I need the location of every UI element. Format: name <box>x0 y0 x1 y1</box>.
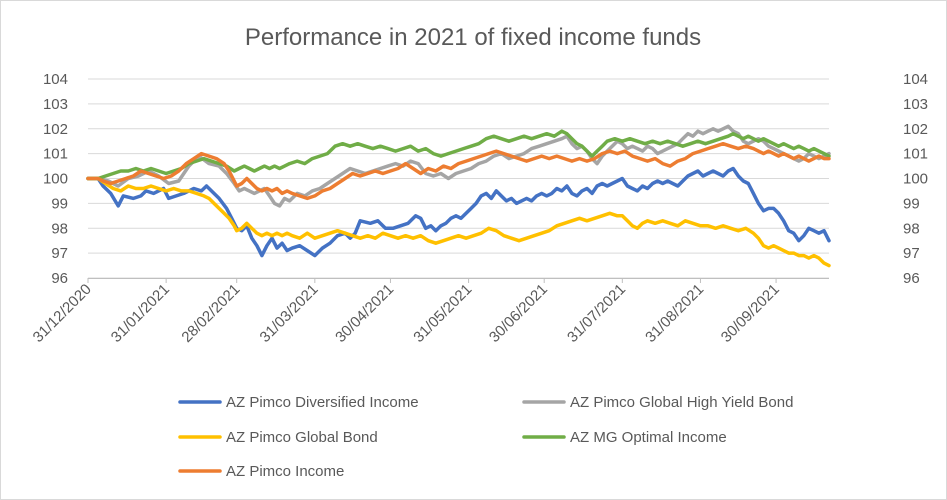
y-tick-label-left: 96 <box>51 270 68 287</box>
series-line <box>86 141 831 201</box>
x-tick-label: 30/04/2021 <box>332 281 397 346</box>
legend-label: AZ Pimco Global Bond <box>226 429 378 446</box>
legend-label: AZ Pimco Income <box>226 463 344 480</box>
x-tick-label: 30/06/2021 <box>486 281 551 346</box>
x-tick-label: 31/07/2021 <box>564 281 629 346</box>
y-tick-label-right: 97 <box>903 245 920 262</box>
y-tick-label-left: 100 <box>43 171 68 188</box>
chart-title: Performance in 2021 of fixed income fund… <box>245 24 701 51</box>
y-tick-label-right: 96 <box>903 270 920 287</box>
series-line <box>86 124 831 208</box>
y-tick-label-left: 101 <box>43 146 68 163</box>
y-tick-label-right: 102 <box>903 121 928 138</box>
y-tick-label-right: 104 <box>903 71 928 88</box>
legend-label: AZ Pimco Diversified Income <box>226 394 419 411</box>
y-tick-label-left: 97 <box>51 245 68 262</box>
gridlines <box>88 78 829 279</box>
x-tick-label: 31/08/2021 <box>642 281 707 346</box>
x-tick-label: 31/12/2020 <box>30 281 95 346</box>
y-axis-right: 96 97 98 99 100 101 102 103 104 <box>903 71 928 287</box>
series-line <box>86 166 831 258</box>
x-tick-label: 31/01/2021 <box>108 281 173 346</box>
y-tick-label-right: 103 <box>903 96 928 113</box>
legend-label: AZ MG Optimal Income <box>570 429 727 446</box>
y-tick-label-left: 102 <box>43 121 68 138</box>
y-tick-label-right: 99 <box>903 195 920 212</box>
y-tick-label-right: 100 <box>903 171 928 188</box>
y-tick-label-left: 99 <box>51 195 68 212</box>
x-tick-label: 30/09/2021 <box>718 281 783 346</box>
legend-label: AZ Pimco Global High Yield Bond <box>570 394 793 411</box>
y-axis-left: 96 97 98 99 100 101 102 103 104 <box>43 71 68 287</box>
series-line <box>86 176 831 268</box>
x-tick-label: 31/03/2021 <box>257 281 322 346</box>
y-tick-label-left: 98 <box>51 220 68 237</box>
x-tick-label: 31/05/2021 <box>410 281 475 346</box>
legend: AZ Pimco Diversified Income AZ Pimco Glob… <box>178 394 793 480</box>
y-tick-label-right: 98 <box>903 220 920 237</box>
series-lines <box>86 124 831 268</box>
y-tick-label-right: 101 <box>903 146 928 163</box>
x-tick-label: 28/02/2021 <box>178 281 243 346</box>
y-tick-label-left: 103 <box>43 96 68 113</box>
y-tick-label-left: 104 <box>43 71 68 88</box>
x-axis: 31/12/2020 31/01/2021 28/02/2021 31/03/2021… <box>30 278 829 346</box>
series-line <box>86 129 831 181</box>
